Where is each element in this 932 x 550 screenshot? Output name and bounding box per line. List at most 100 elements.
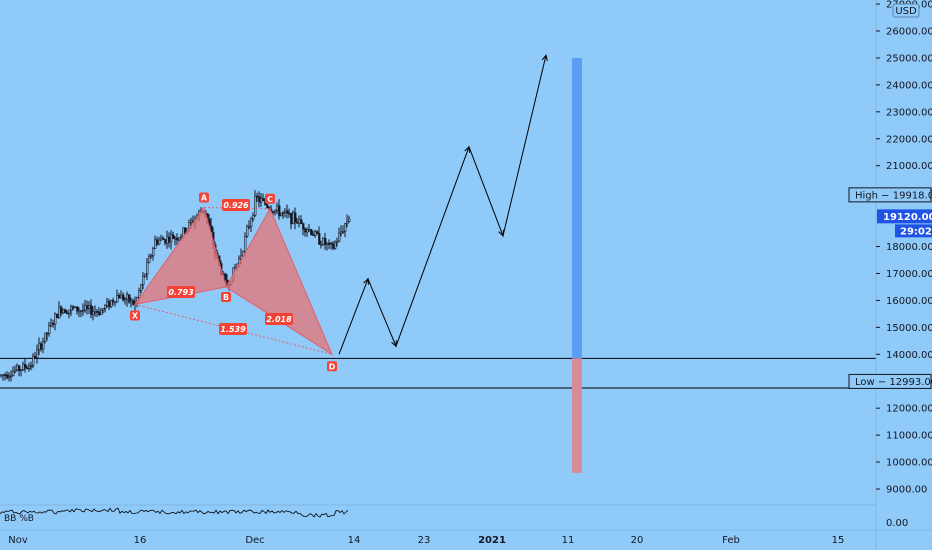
candle-body xyxy=(248,225,251,228)
candle-body xyxy=(180,236,183,239)
time-tick-label: Feb xyxy=(722,535,740,546)
projection-arrowhead xyxy=(541,54,548,62)
candle-body xyxy=(114,301,117,304)
candle-body xyxy=(320,244,323,246)
candle-body xyxy=(306,229,309,233)
harmonic-pattern: X A B C D 0.793 0.926 1.539 2.018 xyxy=(130,192,337,372)
candle-body xyxy=(286,210,289,214)
low-marker-text: Low − 12993.00 xyxy=(855,377,932,388)
candle-body xyxy=(88,305,91,309)
candle-body xyxy=(34,355,37,359)
target-bar-stop xyxy=(572,358,582,473)
price-tick-label: 16000.00 xyxy=(886,296,932,307)
candle-body xyxy=(36,349,39,359)
candle-body xyxy=(108,301,111,308)
candle-body xyxy=(76,306,79,312)
candle-body xyxy=(80,310,83,312)
candle-body xyxy=(338,232,341,242)
candle-body xyxy=(300,219,303,224)
price-tick-label: 11000.00 xyxy=(886,431,932,442)
candle-body xyxy=(150,255,153,258)
candle-body xyxy=(94,311,97,313)
candle-body xyxy=(260,198,263,203)
candle-body xyxy=(20,369,23,372)
candle-body xyxy=(298,219,301,224)
pattern-ratio-label: 0.926 xyxy=(223,201,249,210)
projection-polyline xyxy=(338,55,547,355)
candle-body xyxy=(74,306,77,309)
candle-body xyxy=(58,306,61,319)
candle-body xyxy=(46,332,49,335)
candle-body xyxy=(176,237,179,241)
price-tick-label: 26000.00 xyxy=(886,27,932,38)
price-tick-label: 21000.00 xyxy=(886,161,932,172)
candle-body xyxy=(48,325,51,334)
high-marker-box xyxy=(848,187,932,203)
candle-body xyxy=(104,305,107,309)
candle-body xyxy=(64,309,67,314)
candle-body xyxy=(128,294,131,303)
pattern-point-label: A xyxy=(201,193,208,202)
candle-body xyxy=(172,234,175,239)
pattern-point-badge xyxy=(221,291,231,302)
candle-body xyxy=(78,310,81,313)
time-axis: Nov 16 Dec 14 23 2021 11 20 Feb 15 xyxy=(0,529,932,546)
candle-body xyxy=(252,214,255,220)
candle-body xyxy=(344,223,347,232)
candle-body xyxy=(92,311,95,315)
candle-body xyxy=(28,365,31,369)
candle-body xyxy=(166,236,169,244)
candle-body xyxy=(302,223,305,230)
candle-body xyxy=(130,300,133,303)
price-tick-label: 14000.00 xyxy=(886,350,932,361)
candle-body xyxy=(326,242,329,245)
candle-body xyxy=(54,313,57,325)
candle-body xyxy=(96,311,99,313)
price-tick-label: 22000.00 xyxy=(886,134,932,145)
candle-body xyxy=(288,212,291,215)
candle-body xyxy=(178,237,181,241)
indicator-label: BB %B xyxy=(4,514,34,524)
pattern-point-badge xyxy=(327,361,337,372)
candle-body xyxy=(174,237,177,240)
candle-body xyxy=(254,195,257,216)
candle-body xyxy=(164,239,167,244)
high-marker-text: High − 19918.01 xyxy=(855,190,932,201)
candle-body xyxy=(70,306,73,311)
candle-body xyxy=(144,273,147,277)
candle-body xyxy=(160,237,163,241)
candle-body xyxy=(66,312,69,315)
candle-body xyxy=(292,212,295,225)
candle-body xyxy=(4,374,7,377)
projection-path xyxy=(338,54,548,355)
candle-body xyxy=(146,262,149,275)
candle-body xyxy=(162,237,165,240)
candle-body xyxy=(40,343,43,350)
pattern-point-label: X xyxy=(132,311,139,320)
pattern-ratio-label: 0.793 xyxy=(168,288,194,297)
pattern-point-label: D xyxy=(329,362,336,371)
candle-body xyxy=(2,374,5,377)
candle-body xyxy=(116,295,119,303)
candle-body xyxy=(82,309,85,312)
candle-body xyxy=(334,242,337,249)
candle-body xyxy=(44,332,47,342)
candle-body xyxy=(284,210,287,213)
candle-body xyxy=(138,290,141,298)
candle-body xyxy=(316,231,319,234)
candle-body xyxy=(24,364,27,369)
candle-body xyxy=(336,240,339,243)
candle-body xyxy=(90,305,93,315)
candle-body xyxy=(318,233,321,245)
candle-body xyxy=(246,226,249,237)
candle-body xyxy=(60,306,63,314)
candle-body xyxy=(296,221,299,224)
time-tick-label: Dec xyxy=(245,535,264,546)
candle-body xyxy=(266,204,269,208)
candle-body xyxy=(98,311,101,316)
time-tick-label: 16 xyxy=(134,535,147,546)
candle-body xyxy=(304,228,307,233)
pattern-ratio-badge xyxy=(265,313,293,325)
candle-body xyxy=(56,313,59,319)
